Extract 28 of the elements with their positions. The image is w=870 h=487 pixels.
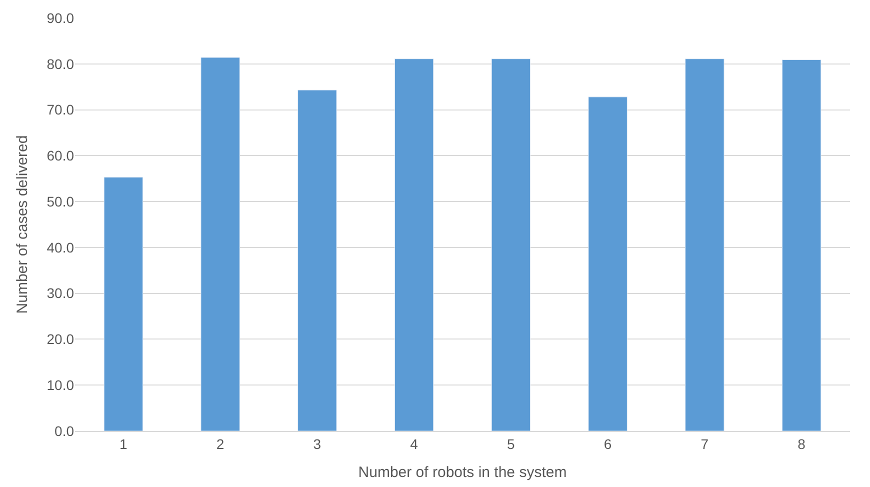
x-tick-label: 8 (798, 436, 806, 452)
bar (491, 58, 531, 431)
y-axis-title: Number of cases delivered (14, 135, 31, 314)
bar (685, 58, 724, 431)
y-tick-label: 40.0 (46, 239, 74, 256)
y-tick-label: 50.0 (46, 193, 74, 210)
x-axis-title: Number of robots in the system (358, 464, 567, 481)
y-tick-label: 10.0 (46, 377, 74, 394)
x-tick-label: 1 (120, 436, 128, 452)
y-tick-label: 60.0 (46, 148, 74, 164)
y-tick-label: 0.0 (54, 422, 74, 439)
bar (394, 58, 434, 431)
bar (298, 90, 337, 431)
x-tick-label: 2 (216, 436, 224, 452)
x-tick-label: 4 (410, 436, 418, 452)
bar (588, 96, 628, 431)
y-tick-label: 70.0 (46, 102, 74, 118)
x-tick-label: 3 (313, 436, 322, 452)
x-tick-label: 6 (604, 436, 612, 452)
bar (104, 176, 144, 431)
y-tick-label: 90.0 (46, 10, 74, 26)
y-tick-label: 80.0 (46, 56, 74, 72)
x-tick-label: 7 (700, 436, 709, 452)
bar (782, 60, 822, 431)
y-tick-label: 30.0 (46, 285, 74, 302)
x-tick-label: 5 (507, 436, 516, 452)
bar (200, 57, 240, 431)
y-tick-label: 20.0 (46, 331, 74, 348)
